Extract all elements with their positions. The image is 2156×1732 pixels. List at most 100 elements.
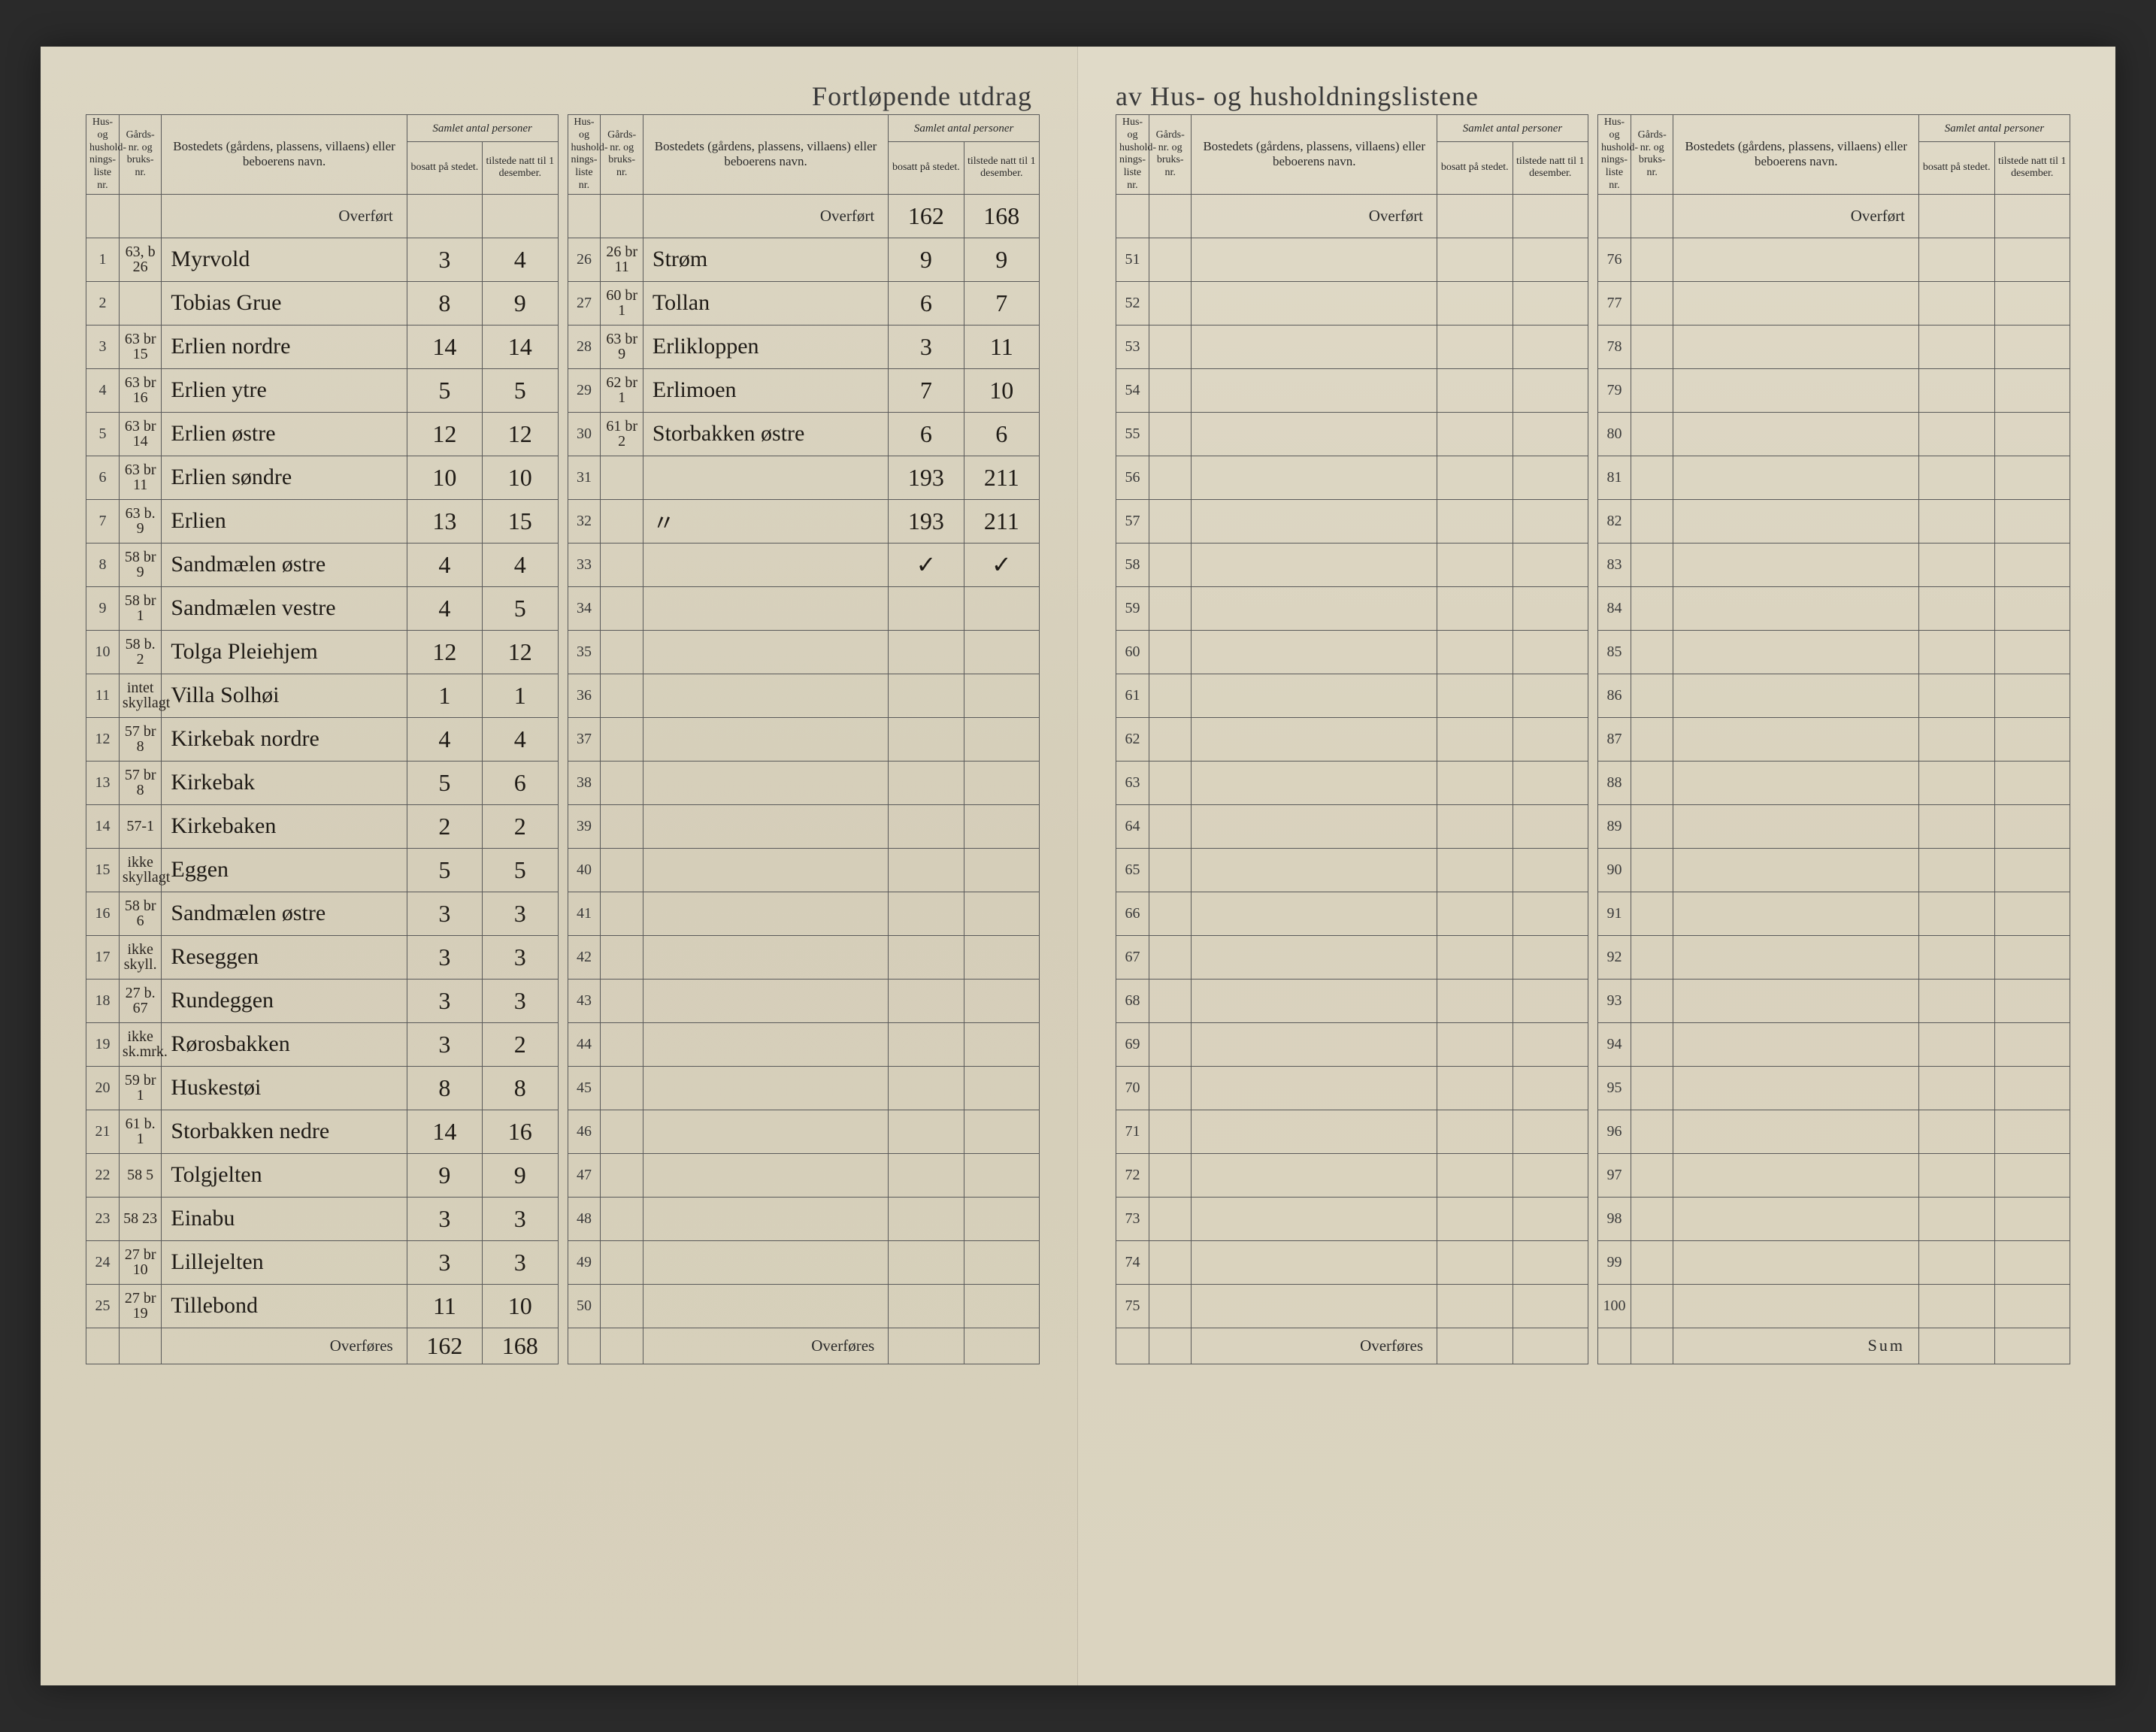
title-left: Fortløpende utdrag (812, 80, 1032, 112)
bosatt-count: 14 (407, 1110, 482, 1153)
tilstede-count (1513, 674, 1588, 717)
census-table: Hus- og hushold-nings-liste nr.Gårds-nr.… (86, 114, 559, 1364)
bosted-name (1673, 1066, 1919, 1110)
gard-number (1149, 674, 1192, 717)
tilstede-count: 5 (483, 586, 558, 630)
row-number: 14 (86, 804, 120, 848)
bosatt-count (889, 892, 964, 935)
bosted-name: Sandmælen østre (162, 543, 407, 586)
row-number: 60 (1116, 630, 1149, 674)
gard-number: 63 br 14 (119, 412, 161, 456)
column-header: bosatt på stedet. (1437, 142, 1513, 195)
gard-number (1631, 630, 1673, 674)
bosted-name: Storbakken østre (643, 412, 888, 456)
gard-number (1631, 804, 1673, 848)
gard-number (1631, 499, 1673, 543)
tilstede-count: 3 (483, 892, 558, 935)
bosatt-count: 4 (407, 586, 482, 630)
row-number: 99 (1598, 1240, 1631, 1284)
bosted-name (643, 1153, 888, 1197)
table-row: 33✓✓ (568, 543, 1040, 586)
bosted-name: Tolga Pleiehjem (162, 630, 407, 674)
bosatt-count (1437, 238, 1513, 281)
table-row: 2358 23Einabu33 (86, 1197, 559, 1240)
table-row: 62 (1116, 717, 1588, 761)
gard-number (601, 892, 643, 935)
gard-number: 63 br 11 (119, 456, 161, 499)
carry-in-tilstede (483, 194, 558, 238)
bosatt-count: 7 (889, 368, 964, 412)
bosatt-count: 3 (407, 892, 482, 935)
tilstede-count (1994, 804, 2070, 848)
table-row: 45 (568, 1066, 1040, 1110)
bosted-name (1192, 630, 1437, 674)
gard-number (601, 935, 643, 979)
tilstede-count (1994, 674, 2070, 717)
table-row: 52 (1116, 281, 1588, 325)
table-row: 38 (568, 761, 1040, 804)
tilstede-count (964, 1022, 1039, 1066)
bosted-name (643, 630, 888, 674)
tilstede-count (1513, 1022, 1588, 1066)
gard-number: 57-1 (119, 804, 161, 848)
tilstede-count (1994, 586, 2070, 630)
bosatt-count: 9 (889, 238, 964, 281)
tilstede-count (1513, 368, 1588, 412)
bosted-name (643, 1197, 888, 1240)
bosatt-count (1919, 499, 1994, 543)
bosatt-count: 3 (407, 238, 482, 281)
table-row: 1827 b. 67Rundeggen33 (86, 979, 559, 1022)
row-number: 1 (86, 238, 120, 281)
bosted-name: Erlikloppen (643, 325, 888, 368)
tilstede-count (1513, 499, 1588, 543)
tilstede-count (1994, 630, 2070, 674)
table-row: 463 br 16Erlien ytre55 (86, 368, 559, 412)
row-number: 4 (86, 368, 120, 412)
table-row: 86 (1598, 674, 2070, 717)
table-row: 51 (1116, 238, 1588, 281)
row-number: 68 (1116, 979, 1149, 1022)
tilstede-count (1994, 1197, 2070, 1240)
bosted-name (1192, 281, 1437, 325)
bosted-name: Villa Solhøi (162, 674, 407, 717)
bosatt-count: 8 (407, 1066, 482, 1110)
table-row: 43 (568, 979, 1040, 1022)
tilstede-count: 9 (483, 1153, 558, 1197)
bosted-name (1673, 325, 1919, 368)
bosatt-count: 12 (407, 412, 482, 456)
bosted-name (1673, 543, 1919, 586)
gard-number (1631, 1197, 1673, 1240)
bosatt-count (889, 717, 964, 761)
table-row: 2258 5Tolgjelten99 (86, 1153, 559, 1197)
row-number: 59 (1116, 586, 1149, 630)
tilstede-count (964, 935, 1039, 979)
bosted-name: Erlien (162, 499, 407, 543)
table-row: 61 (1116, 674, 1588, 717)
bosatt-count: 3 (407, 1022, 482, 1066)
row-number: 15 (86, 848, 120, 892)
table-row: 100 (1598, 1284, 2070, 1328)
gard-number (1631, 456, 1673, 499)
table-row: 77 (1598, 281, 2070, 325)
tilstede-count: 9 (964, 238, 1039, 281)
gard-number (1149, 281, 1192, 325)
row-number: 38 (568, 761, 601, 804)
row-number: 74 (1116, 1240, 1149, 1284)
tilstede-count (964, 717, 1039, 761)
gard-number: 59 br 1 (119, 1066, 161, 1110)
gard-number (1149, 1022, 1192, 1066)
bosted-name: Erlien nordre (162, 325, 407, 368)
row-number: 44 (568, 1022, 601, 1066)
tilstede-count (1513, 1110, 1588, 1153)
table-row: 69 (1116, 1022, 1588, 1066)
tilstede-count (964, 892, 1039, 935)
bosted-name (643, 456, 888, 499)
row-number: 96 (1598, 1110, 1631, 1153)
tilstede-count (1513, 456, 1588, 499)
row-number: 57 (1116, 499, 1149, 543)
bosted-name (1673, 848, 1919, 892)
gard-number: 58 br 9 (119, 543, 161, 586)
table-row: 2161 b. 1Storbakken nedre1416 (86, 1110, 559, 1153)
table-row: 34 (568, 586, 1040, 630)
overfort-label: Overført (643, 194, 888, 238)
